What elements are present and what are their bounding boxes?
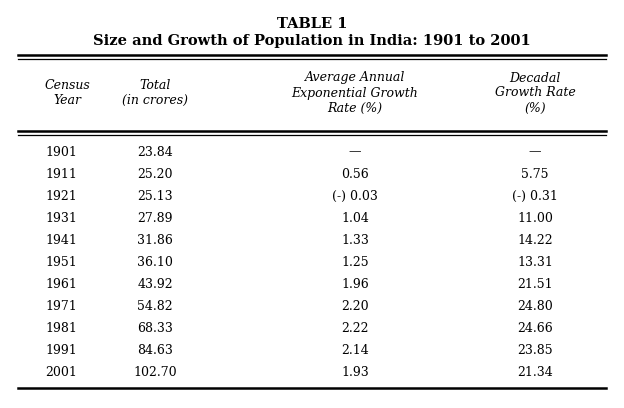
Text: 21.51: 21.51 bbox=[517, 277, 553, 290]
Text: 1911: 1911 bbox=[45, 168, 77, 180]
Text: 23.84: 23.84 bbox=[137, 146, 173, 158]
Text: 1961: 1961 bbox=[45, 277, 77, 290]
Text: (-) 0.03: (-) 0.03 bbox=[332, 189, 378, 202]
Text: 1991: 1991 bbox=[45, 344, 77, 357]
Text: 1901: 1901 bbox=[45, 146, 77, 158]
Text: 2.22: 2.22 bbox=[341, 322, 369, 335]
Text: 25.13: 25.13 bbox=[137, 189, 173, 202]
Text: 2001: 2001 bbox=[45, 366, 77, 379]
Text: 1951: 1951 bbox=[45, 255, 77, 268]
Text: Total
(in crores): Total (in crores) bbox=[122, 79, 188, 107]
Text: TABLE 1: TABLE 1 bbox=[277, 17, 347, 31]
Text: 68.33: 68.33 bbox=[137, 322, 173, 335]
Text: —: — bbox=[349, 146, 361, 158]
Text: 0.56: 0.56 bbox=[341, 168, 369, 180]
Text: 43.92: 43.92 bbox=[137, 277, 173, 290]
Text: 1941: 1941 bbox=[45, 233, 77, 246]
Text: 1.93: 1.93 bbox=[341, 366, 369, 379]
Text: 1981: 1981 bbox=[45, 322, 77, 335]
Text: 1.04: 1.04 bbox=[341, 211, 369, 224]
Text: Decadal
Growth Rate
(%): Decadal Growth Rate (%) bbox=[495, 71, 575, 115]
Text: 5.75: 5.75 bbox=[521, 168, 548, 180]
Text: 27.89: 27.89 bbox=[137, 211, 173, 224]
Text: 2.14: 2.14 bbox=[341, 344, 369, 357]
Text: (-) 0.31: (-) 0.31 bbox=[512, 189, 558, 202]
Text: —: — bbox=[529, 146, 541, 158]
Text: 102.70: 102.70 bbox=[133, 366, 177, 379]
Text: 31.86: 31.86 bbox=[137, 233, 173, 246]
Text: 25.20: 25.20 bbox=[137, 168, 173, 180]
Text: 1.96: 1.96 bbox=[341, 277, 369, 290]
Text: 14.22: 14.22 bbox=[517, 233, 553, 246]
Text: Census
Year: Census Year bbox=[45, 79, 90, 107]
Text: Size and Growth of Population in India: 1901 to 2001: Size and Growth of Population in India: … bbox=[93, 34, 531, 48]
Text: 84.63: 84.63 bbox=[137, 344, 173, 357]
Text: Average Annual
Exponential Growth
Rate (%): Average Annual Exponential Growth Rate (… bbox=[291, 71, 418, 115]
Text: 1.25: 1.25 bbox=[341, 255, 369, 268]
Text: 23.85: 23.85 bbox=[517, 344, 553, 357]
Text: 36.10: 36.10 bbox=[137, 255, 173, 268]
Text: 1971: 1971 bbox=[45, 299, 77, 313]
Text: 54.82: 54.82 bbox=[137, 299, 173, 313]
Text: 24.80: 24.80 bbox=[517, 299, 553, 313]
Text: 24.66: 24.66 bbox=[517, 322, 553, 335]
Text: 1.33: 1.33 bbox=[341, 233, 369, 246]
Text: 21.34: 21.34 bbox=[517, 366, 553, 379]
Text: 2.20: 2.20 bbox=[341, 299, 369, 313]
Text: 11.00: 11.00 bbox=[517, 211, 553, 224]
Text: 1921: 1921 bbox=[45, 189, 77, 202]
Text: 13.31: 13.31 bbox=[517, 255, 553, 268]
Text: 1931: 1931 bbox=[45, 211, 77, 224]
